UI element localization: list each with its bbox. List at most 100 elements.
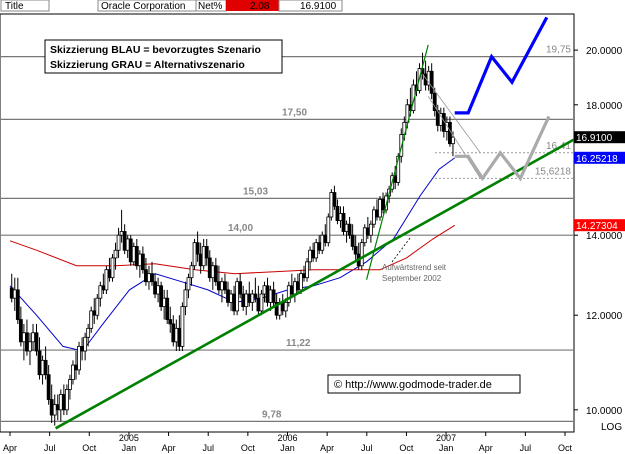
candle: [305, 257, 309, 282]
level-label: 15,6218: [535, 166, 572, 177]
candle: [168, 306, 173, 333]
candle: [299, 269, 303, 295]
x-tick-label: Jan: [439, 443, 454, 453]
x-tick-label: Apr: [320, 443, 334, 453]
scenario-path: [454, 16, 549, 115]
candle: [223, 273, 227, 295]
candle: [31, 323, 35, 352]
annotation-text: Aufwärtstrend seit: [382, 263, 447, 272]
candle: [15, 277, 20, 324]
level-label: 9,78: [262, 409, 282, 420]
candle: [432, 87, 437, 117]
candle: [150, 261, 154, 286]
x-tick-label: Oct: [558, 443, 573, 453]
horizontal-levels: 19,75 17,50 16,41 15,6218 15,03 14,00 11,22 9,7…: [1, 45, 573, 422]
candle: [329, 189, 334, 221]
title-label: Title: [5, 1, 24, 12]
candle: [359, 238, 364, 270]
legend-line-1: Skizzierung BLAU = bevorzugtes Szenario: [50, 44, 261, 56]
candle: [213, 257, 218, 286]
candle: [195, 231, 200, 262]
candle: [64, 384, 69, 416]
x-tick-label: Jan: [122, 443, 137, 453]
candle: [77, 341, 81, 375]
svg-text:16.9100: 16.9100: [576, 133, 613, 144]
svg-text:16.25218: 16.25218: [576, 154, 618, 165]
candle: [113, 242, 118, 270]
candle: [98, 281, 103, 307]
candle: [368, 220, 373, 243]
candle: [353, 235, 358, 262]
x-tick-label: Jul: [202, 443, 214, 453]
candle: [95, 294, 100, 320]
channel-line: [427, 95, 481, 179]
x-tick-label: Oct: [82, 443, 97, 453]
x-tick-label: Apr: [3, 443, 17, 453]
axes: 20.0000 18.0000 14.0000 12.0000 10.0000 Apr Ju…: [3, 46, 623, 453]
candle: [253, 277, 258, 303]
level-label: 14,00: [228, 223, 253, 234]
y-tick-label: 18.0000: [586, 101, 623, 112]
price-box: 16.25218: [574, 151, 625, 165]
y-tick-label: 10.0000: [586, 406, 623, 417]
x-tick-label: Jul: [361, 443, 373, 453]
x-year-label: 2007: [436, 433, 456, 443]
x-tick-label: Jul: [520, 443, 532, 453]
candle: [86, 323, 91, 347]
trendline: [365, 44, 429, 280]
candle: [192, 238, 197, 270]
candle: [378, 195, 382, 221]
candle: [350, 224, 355, 251]
candle: [68, 374, 72, 400]
candle: [116, 227, 121, 258]
candles: [9, 52, 455, 426]
candle: [429, 63, 434, 100]
net-value-box: [226, 0, 279, 11]
candle: [159, 281, 164, 311]
title-field: [0, 0, 50, 12]
net-value: 2.08: [250, 1, 270, 12]
annotations: Aufwärtstrend seit September 2002 16.9100 1…: [382, 131, 625, 283]
annotation-pointer: [391, 237, 411, 263]
candle: [186, 273, 191, 299]
plot-area: [0, 13, 575, 433]
candle: [238, 273, 243, 299]
x-tick-label: Oct: [241, 443, 256, 453]
header-price: 16.9100: [300, 1, 337, 12]
legend-box: Skizzierung BLAU = bevorzugtes Szenario …: [44, 39, 283, 74]
candle: [235, 277, 240, 316]
candle: [34, 323, 39, 356]
log-label: LOG: [601, 422, 622, 433]
candle: [46, 365, 51, 405]
candle: [18, 306, 23, 347]
x-tick-label: Apr: [162, 443, 176, 453]
moving-average-line: [9, 224, 455, 275]
level-label: 15,03: [243, 186, 268, 197]
candle: [271, 281, 276, 307]
x-tick-label: Jul: [44, 443, 56, 453]
price-box: 16.9100: [574, 131, 625, 144]
candle: [71, 360, 75, 385]
trendline: [54, 136, 579, 430]
y-tick-label: 20.0000: [586, 46, 623, 57]
candle: [89, 306, 94, 333]
candle: [189, 261, 194, 286]
candle: [341, 206, 346, 236]
candle: [259, 289, 264, 316]
company-name: Oracle Corporation: [101, 1, 185, 12]
candle: [347, 216, 352, 239]
candle: [326, 213, 331, 247]
price-box: 14.27304: [574, 219, 625, 232]
candle: [165, 289, 170, 324]
x-tick-label: Jan: [280, 443, 295, 453]
header-bar: Title Oracle Corporation Net% 2.08 16.91…: [0, 0, 625, 12]
candle: [43, 346, 48, 380]
y-tick-label: 12.0000: [586, 311, 623, 322]
candle: [140, 246, 145, 274]
level-label: 17,50: [282, 107, 307, 118]
x-year-label: 2005: [119, 433, 139, 443]
x-year-label: 2006: [277, 433, 297, 443]
candle: [28, 332, 32, 366]
y-tick-label: 14.0000: [586, 231, 623, 242]
